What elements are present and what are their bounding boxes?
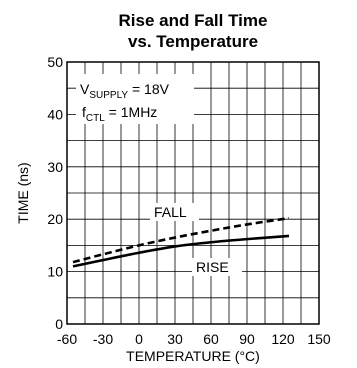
y-tick-labels: 0 10 20 30 40 50	[47, 54, 63, 332]
y-tick-label: 50	[47, 54, 63, 70]
x-tick-label: 30	[167, 331, 183, 347]
fctl-subscript: CTL	[86, 113, 105, 124]
vsupply-symbol: V	[80, 81, 90, 97]
fall-label-bg	[150, 203, 199, 221]
x-tick-label: 150	[307, 331, 331, 347]
rise-label-bg	[192, 258, 242, 276]
fall-series-label: FALL	[154, 204, 187, 220]
x-tick-label: 120	[271, 331, 295, 347]
chart-subtitle: vs. Temperature	[128, 32, 258, 51]
x-axis-label: TEMPERATURE (°C)	[126, 348, 260, 364]
y-tick-label: 10	[47, 264, 63, 280]
y-tick-label: 0	[55, 316, 63, 332]
chart-title: Rise and Fall Time	[119, 11, 268, 30]
series-lines	[72, 216, 290, 268]
plot-frame	[66, 61, 320, 325]
y-tick-label: 40	[47, 106, 63, 122]
x-tick-labels: -60 -30 0 30 60 90 120 150	[57, 331, 331, 347]
vsupply-subscript: SUPPLY	[89, 90, 128, 101]
fctl-value: = 1MHz	[105, 104, 158, 120]
fctl-symbol: f	[82, 104, 86, 120]
y-tick-label: 30	[47, 159, 63, 175]
y-tick-label: 20	[47, 211, 63, 227]
annotation-bg	[76, 74, 194, 124]
x-tick-label: -60	[57, 331, 77, 347]
x-tick-label: 60	[203, 331, 219, 347]
series-line-fall	[72, 216, 290, 264]
series-line-rise	[72, 234, 290, 268]
x-tick-label: 90	[239, 331, 255, 347]
x-tick-label: -30	[93, 331, 113, 347]
vsupply-annotation: VSUPPLY = 18V	[80, 81, 170, 101]
fctl-annotation: fCTL = 1MHz	[82, 104, 157, 124]
vsupply-value: = 18V	[128, 81, 170, 97]
y-axis-label: TIME (ns)	[15, 162, 31, 223]
x-tick-label: 0	[135, 331, 143, 347]
rise-series-label: RISE	[196, 259, 229, 275]
